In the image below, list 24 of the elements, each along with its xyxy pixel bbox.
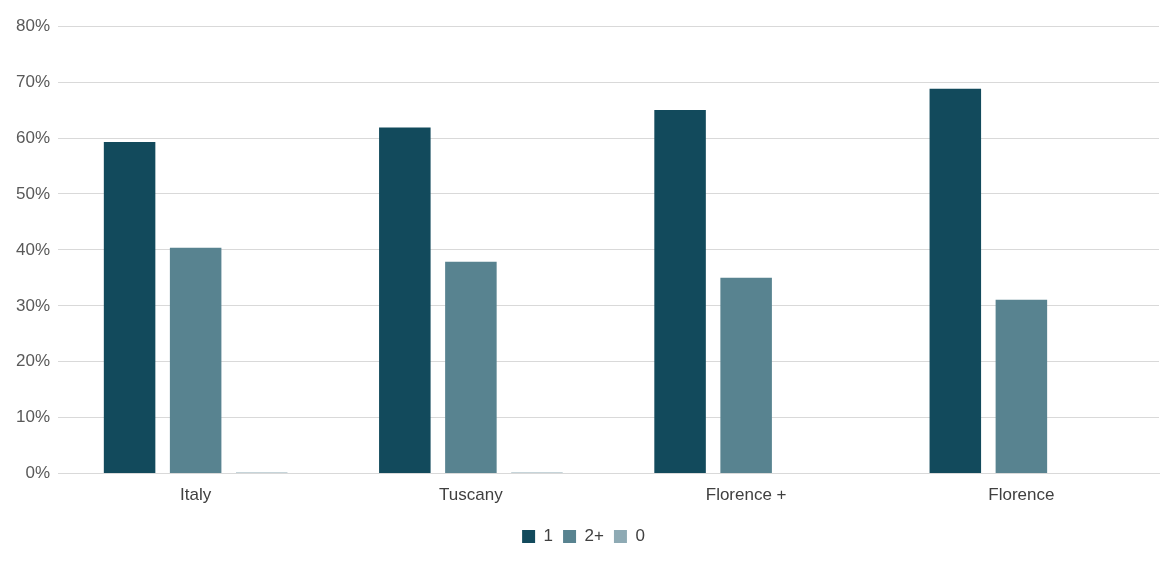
- bar: [445, 261, 497, 474]
- bar: [103, 141, 156, 474]
- y-tick-label: 60%: [15, 127, 51, 147]
- legend-label: 2+: [584, 526, 605, 546]
- y-tick-label: 20%: [15, 351, 51, 371]
- bar: [995, 299, 1048, 474]
- x-tick-label: Florence +: [705, 485, 787, 505]
- bar: [720, 277, 772, 474]
- legend-label: 0: [635, 526, 645, 546]
- y-tick-label: 40%: [15, 239, 51, 259]
- bar: [929, 88, 982, 474]
- y-tick-label: 30%: [15, 295, 51, 315]
- x-tick-label: Florence: [988, 485, 1055, 505]
- y-tick-label: 10%: [15, 407, 51, 427]
- bar: [379, 127, 431, 474]
- bar: [169, 247, 222, 474]
- bar: [654, 110, 706, 474]
- y-tick-label: 80%: [15, 15, 51, 35]
- x-tick-label: Italy: [180, 485, 212, 505]
- y-tick-label: 0%: [25, 463, 51, 483]
- x-tick-label: Tuscany: [439, 485, 504, 505]
- y-tick-label: 70%: [15, 71, 51, 91]
- legend-label: 1: [543, 526, 554, 546]
- y-tick-label: 50%: [15, 183, 51, 203]
